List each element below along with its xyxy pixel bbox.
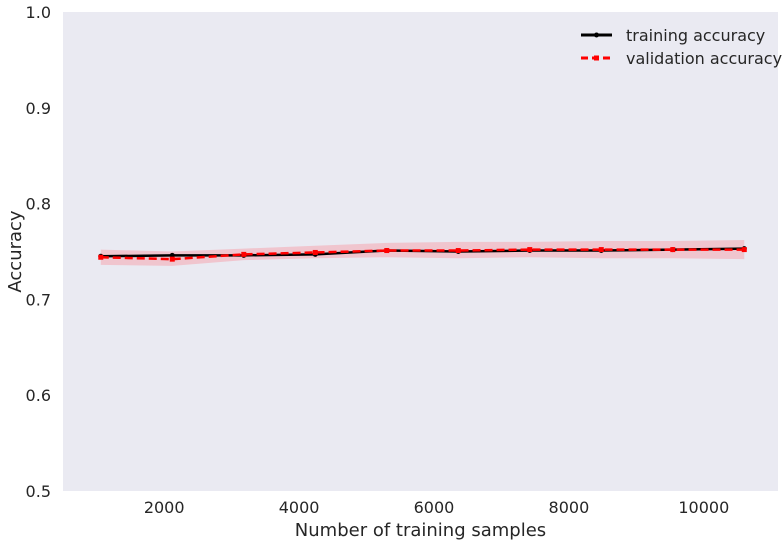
series-1 <box>98 247 747 262</box>
y-tick-label: 0.7 <box>26 290 51 309</box>
x-tick-labels: 2000 4000 6000 8000 10000 <box>144 498 729 517</box>
legend-item-1: validation accuracy <box>581 49 782 68</box>
data-point <box>169 252 175 258</box>
data-point <box>455 248 461 254</box>
y-tick-label: 0.8 <box>26 195 51 214</box>
data-point <box>241 251 247 257</box>
data-point <box>312 249 318 255</box>
confidence-band-layer <box>100 240 745 266</box>
x-tick-label: 8000 <box>549 498 590 517</box>
data-point <box>169 256 175 262</box>
y-tick-labels: 0.5 0.6 0.7 0.8 0.9 1.0 <box>26 3 51 501</box>
y-tick-label: 0.6 <box>26 386 51 405</box>
x-tick-label: 2000 <box>144 498 185 517</box>
confidence-band-1 <box>100 240 745 266</box>
series-line-0 <box>100 247 745 258</box>
y-tick-label: 1.0 <box>26 3 51 22</box>
x-axis-label: Number of training samples <box>295 520 546 541</box>
legend: training accuracy validation accuracy <box>581 26 782 68</box>
data-point <box>741 247 747 253</box>
data-point <box>527 247 533 253</box>
x-tick-label: 4000 <box>279 498 320 517</box>
data-point <box>384 248 390 254</box>
legend-marker <box>594 32 599 38</box>
y-tick-label: 0.5 <box>26 482 51 501</box>
data-point <box>598 247 604 253</box>
y-tick-label: 0.9 <box>26 99 51 118</box>
legend-label: validation accuracy <box>626 49 782 68</box>
data-point <box>98 254 104 260</box>
y-axis-label: Accuracy <box>5 210 26 293</box>
series-layer <box>98 246 747 262</box>
legend-marker <box>594 55 599 61</box>
legend-item-0: training accuracy <box>581 26 765 45</box>
x-tick-label: 6000 <box>414 498 455 517</box>
data-point <box>670 247 676 253</box>
x-tick-label: 10000 <box>678 498 729 517</box>
legend-label: training accuracy <box>626 26 765 45</box>
